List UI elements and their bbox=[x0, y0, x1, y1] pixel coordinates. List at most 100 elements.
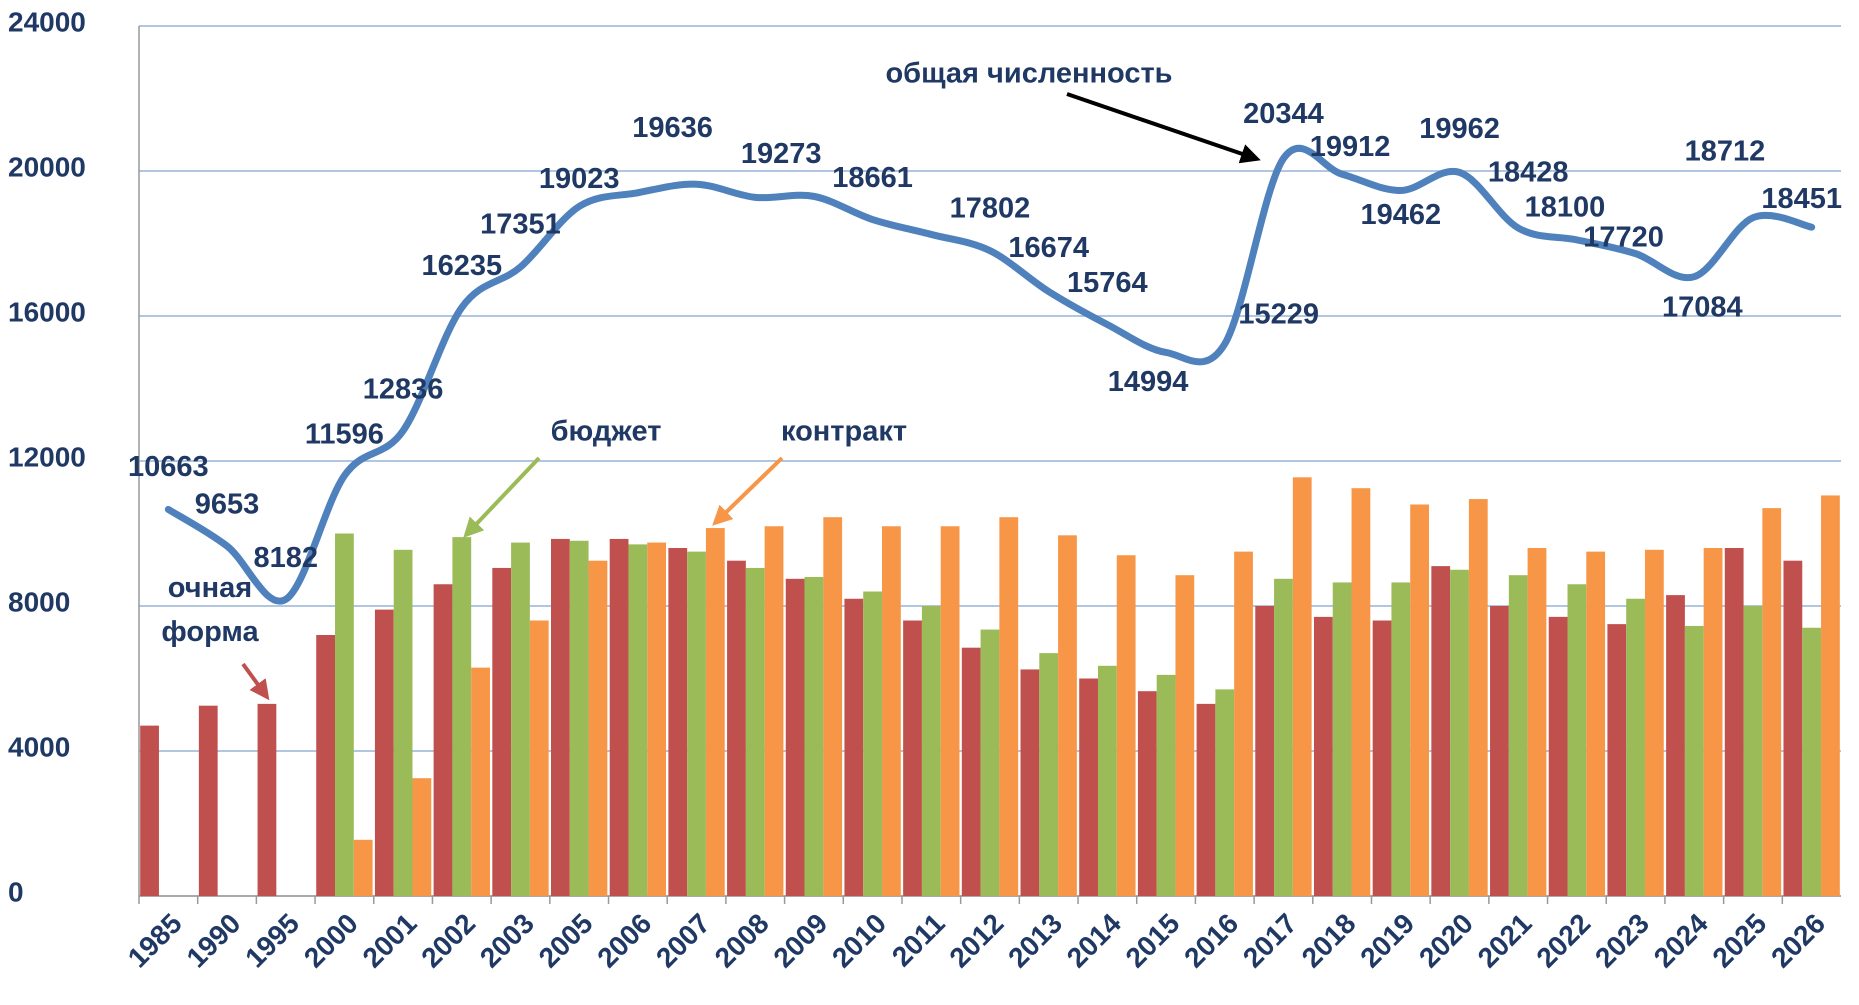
data-label: 15764 bbox=[1067, 267, 1148, 299]
x-tick-label: 2013 bbox=[1002, 908, 1068, 974]
bar bbox=[961, 647, 981, 896]
bar bbox=[1274, 578, 1293, 896]
bar bbox=[903, 620, 922, 896]
annotation: общая численность bbox=[885, 58, 1172, 90]
bar bbox=[1332, 582, 1352, 896]
bar bbox=[588, 560, 608, 896]
bar bbox=[335, 533, 354, 896]
data-label: 9653 bbox=[195, 489, 260, 521]
bar bbox=[980, 629, 1000, 896]
bar bbox=[1684, 625, 1704, 896]
x-tick-label: 2000 bbox=[298, 908, 364, 974]
data-label: 8182 bbox=[253, 542, 318, 574]
x-tick-label: 2015 bbox=[1120, 908, 1186, 974]
x-tick-label: 2001 bbox=[357, 908, 423, 974]
bar bbox=[882, 526, 901, 896]
x-tick-label: 2005 bbox=[533, 908, 599, 974]
x-tick-label: 2024 bbox=[1648, 907, 1714, 973]
x-tick-label: 2025 bbox=[1706, 908, 1772, 974]
bar bbox=[511, 542, 530, 896]
x-tick-label: 2002 bbox=[415, 908, 481, 974]
bar bbox=[804, 577, 824, 896]
bar bbox=[668, 548, 688, 896]
x-tick-label: 1995 bbox=[239, 908, 305, 974]
data-label: 12836 bbox=[363, 373, 444, 405]
arrow bbox=[241, 662, 270, 701]
bar bbox=[353, 839, 373, 896]
data-label: 14994 bbox=[1108, 366, 1189, 398]
bar bbox=[1607, 624, 1627, 896]
bar bbox=[647, 542, 667, 896]
bar bbox=[198, 705, 218, 896]
bar bbox=[745, 567, 765, 896]
lines bbox=[164, 144, 1816, 605]
x-tick-label: 2019 bbox=[1354, 908, 1420, 974]
data-label: 18451 bbox=[1761, 183, 1842, 215]
bar bbox=[433, 584, 453, 896]
bar bbox=[1450, 569, 1469, 896]
bar bbox=[1431, 566, 1451, 896]
bar bbox=[1724, 548, 1744, 896]
data-label: 19273 bbox=[741, 138, 822, 170]
bar bbox=[1490, 606, 1509, 896]
bars bbox=[140, 477, 1840, 896]
bar bbox=[257, 703, 277, 896]
bar bbox=[705, 528, 725, 896]
arrow bbox=[712, 456, 784, 526]
data-label: 17802 bbox=[950, 192, 1031, 224]
bar bbox=[1548, 616, 1568, 896]
data-label: 19636 bbox=[632, 112, 713, 144]
data-label: 19912 bbox=[1310, 131, 1391, 163]
y-tick-label: 24000 bbox=[8, 6, 86, 37]
x-tick-label: 2023 bbox=[1589, 908, 1655, 974]
bar bbox=[999, 517, 1019, 896]
bar bbox=[1802, 627, 1822, 896]
bar bbox=[785, 578, 805, 896]
bar bbox=[1313, 616, 1333, 896]
y-tick-label: 8000 bbox=[8, 586, 70, 617]
x-tick-label: 2012 bbox=[943, 908, 1009, 974]
y-tick-label: 4000 bbox=[8, 731, 70, 762]
bar bbox=[492, 567, 512, 896]
bar bbox=[551, 538, 570, 896]
bar bbox=[1020, 669, 1040, 896]
data-label: 19962 bbox=[1419, 113, 1500, 145]
x-tick-label: 2003 bbox=[474, 908, 540, 974]
data-label: 17720 bbox=[1583, 221, 1664, 253]
bar bbox=[393, 549, 413, 896]
labels: 10663 9653 8182 11596 12836 16235 17351 19023 19… bbox=[128, 98, 1842, 574]
data-label: 15229 bbox=[1238, 299, 1319, 331]
data-label: 20344 bbox=[1243, 98, 1324, 130]
x-tick-label: 2008 bbox=[709, 908, 775, 974]
data-label: 17351 bbox=[480, 209, 561, 241]
data-label: 19023 bbox=[539, 163, 620, 195]
x-tick-label: 2009 bbox=[767, 908, 833, 974]
bar bbox=[1586, 551, 1606, 896]
data-label: 19462 bbox=[1360, 199, 1441, 231]
x-tick-label: 2026 bbox=[1765, 908, 1831, 974]
data-label: 18100 bbox=[1525, 192, 1606, 224]
bar bbox=[1079, 678, 1098, 896]
x-tick-label: 2016 bbox=[1178, 908, 1244, 974]
data-label: 18712 bbox=[1685, 135, 1766, 167]
bar bbox=[412, 778, 432, 896]
bar bbox=[529, 620, 549, 896]
x-tick-label: 2022 bbox=[1530, 908, 1596, 974]
bar bbox=[1372, 620, 1392, 896]
data-label: 18428 bbox=[1488, 157, 1569, 189]
bar bbox=[374, 609, 394, 896]
annotation: контракт bbox=[781, 416, 907, 448]
line bbox=[164, 144, 1816, 605]
y-tick-label: 16000 bbox=[8, 296, 86, 327]
bar bbox=[1097, 665, 1117, 896]
x-tick-label: 2021 bbox=[1472, 908, 1538, 974]
bar bbox=[1567, 584, 1587, 896]
bar bbox=[1391, 582, 1411, 896]
bar bbox=[921, 606, 941, 896]
bar bbox=[1255, 606, 1275, 896]
bar bbox=[452, 537, 472, 896]
bar bbox=[1175, 575, 1195, 896]
data-label: 10663 bbox=[128, 451, 209, 483]
